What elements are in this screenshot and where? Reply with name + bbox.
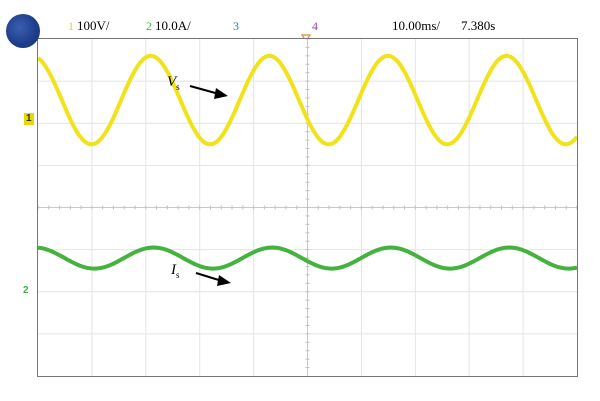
trigger-position-label[interactable]: 7.380s [461,18,496,33]
current-symbol: I [171,262,176,278]
current-subscript: s [176,270,180,280]
channel-3-label[interactable]: 3 [233,18,242,34]
timebase-label[interactable]: 10.00ms/ [392,18,441,33]
channel-1-label[interactable]: 1 100V/ [68,18,110,34]
scope-logo [6,14,40,48]
channel-1-scale: 100V/ [77,18,110,33]
voltage-waveform [38,53,577,147]
channel-2-scale: 10.0A/ [155,18,191,33]
channel-1-number: 1 [68,19,74,33]
current-waveform [38,245,577,271]
channel-2-label[interactable]: 2 10.0A/ [146,18,191,34]
scope-header: 1 100V/ 2 10.0A/ 3 4 10.00ms/ 7.380s [0,0,600,48]
channel-4-label[interactable]: 4 [312,18,321,34]
channel-2-marker-text: 2 [23,285,29,296]
current-label: Is [171,262,180,280]
channel-4-number: 4 [312,19,318,33]
voltage-symbol: V [167,74,177,90]
scope-screen[interactable] [37,38,578,377]
voltage-subscript: s [176,82,180,92]
channel-1-marker-text: 1 [26,113,32,124]
channel-1-ground-marker[interactable]: 1 [24,113,34,125]
waveform-plot [38,39,577,376]
channel-2-ground-marker[interactable]: 2 [23,286,29,296]
voltage-label: Vs [167,74,180,92]
channel-3-number: 3 [233,19,239,33]
channel-2-number: 2 [146,19,152,33]
